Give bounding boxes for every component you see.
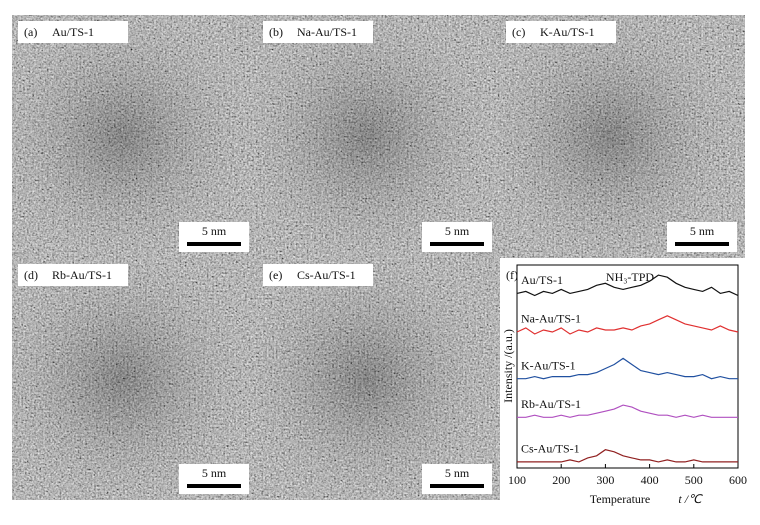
series-line — [517, 404, 738, 418]
label-box — [263, 264, 373, 286]
series-label: Na-Au/TS-1 — [521, 312, 581, 326]
annotation: NH₃-TPD — [606, 270, 655, 284]
x-tick-label: 200 — [552, 473, 570, 487]
panel-letter: (a) — [24, 25, 37, 39]
scale-box — [422, 222, 492, 252]
scale-bar — [187, 242, 241, 246]
panel-letter: (c) — [512, 25, 525, 39]
scale-box — [667, 222, 737, 252]
y-axis-label: Intensity /(a.u.) — [501, 329, 515, 403]
scale-box — [422, 464, 492, 494]
panel-label: Au/TS-1 — [52, 25, 94, 39]
scale-label: 5 nm — [202, 466, 227, 480]
scale-bar — [430, 484, 484, 488]
panel-label: K-Au/TS-1 — [540, 25, 595, 39]
series-label: K-Au/TS-1 — [521, 358, 576, 372]
x-axis-label: Temperature — [590, 492, 650, 506]
series-label: Au/TS-1 — [521, 273, 563, 287]
x-tick-label: 300 — [596, 473, 614, 487]
label-box — [506, 21, 616, 43]
panel-label: Na-Au/TS-1 — [297, 25, 357, 39]
tem-shade — [12, 258, 257, 500]
panel-letter: (f) — [506, 268, 518, 282]
series-line — [517, 449, 738, 463]
scale-box — [179, 222, 249, 252]
scale-label: 5 nm — [202, 224, 227, 238]
scale-bar — [430, 242, 484, 246]
series-line — [516, 315, 739, 335]
series-line — [516, 274, 739, 297]
tem-shade — [257, 258, 500, 500]
panel-label: Cs-Au/TS-1 — [297, 268, 356, 282]
scale-label: 5 nm — [445, 466, 470, 480]
panel-label: Rb-Au/TS-1 — [52, 268, 112, 282]
x-tick-label: 500 — [685, 473, 703, 487]
tem-shade — [12, 15, 257, 258]
scale-bar — [675, 242, 729, 246]
scale-label: 5 nm — [445, 224, 470, 238]
plot-frame — [516, 264, 739, 469]
panel-letter: (b) — [269, 25, 283, 39]
panel-letter: (d) — [24, 268, 38, 282]
x-tick-label: 600 — [729, 473, 747, 487]
series-line — [517, 357, 738, 380]
tem-shade — [500, 15, 745, 258]
x-tick-label: 100 — [508, 473, 526, 487]
x-tick-label: 400 — [641, 473, 659, 487]
label-box — [18, 21, 128, 43]
scale-label: 5 nm — [690, 224, 715, 238]
series-label: Cs-Au/TS-1 — [521, 442, 580, 456]
scale-box — [179, 464, 249, 494]
series-label: Rb-Au/TS-1 — [521, 397, 581, 411]
tem-shade — [257, 15, 500, 258]
label-box — [18, 264, 128, 286]
x-variable: t /℃ — [678, 492, 703, 506]
scale-bar — [187, 484, 241, 488]
label-box — [263, 21, 373, 43]
panel-letter: (e) — [269, 268, 282, 282]
